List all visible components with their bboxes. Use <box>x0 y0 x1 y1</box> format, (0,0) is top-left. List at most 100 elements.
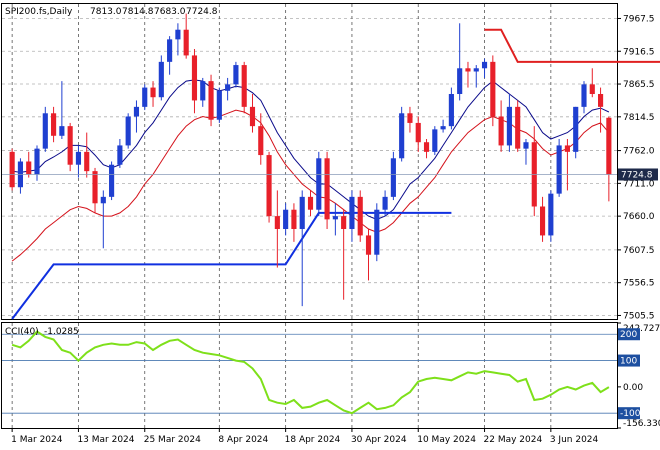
cci-axis: 242.7276200 100 0.00 -100-156.3304 <box>617 322 660 429</box>
candle-down <box>597 94 604 107</box>
price-tick-label: 7762.0 <box>623 147 655 157</box>
candle-up <box>59 126 65 136</box>
candle-up <box>374 209 380 255</box>
candle-down <box>365 235 372 255</box>
candle-down <box>241 65 247 107</box>
resistance-stop-line <box>484 28 660 63</box>
candle-up <box>506 106 512 146</box>
last-price-badge <box>618 168 658 181</box>
candle-down <box>515 106 521 149</box>
candle-down <box>341 216 347 229</box>
candle-up <box>316 158 322 210</box>
cci-tick-label: -156.3304 <box>623 419 660 429</box>
chart-high: 7814.8 <box>122 7 154 17</box>
price-tick-label: 7865.5 <box>623 80 655 90</box>
candle-up <box>473 68 479 72</box>
candle-up <box>581 84 587 107</box>
candle-up <box>200 81 206 101</box>
candle-down <box>539 206 546 236</box>
candle-down <box>589 84 595 94</box>
cci-value: -1.0285 <box>44 327 79 337</box>
candle-up <box>349 196 355 229</box>
candle-down <box>249 106 256 127</box>
candle-up <box>233 65 239 85</box>
candle-down <box>291 209 297 229</box>
candle-up <box>225 84 231 91</box>
candle-down <box>324 158 330 220</box>
cci-pane-frame <box>1 322 618 429</box>
candle-down <box>191 55 198 101</box>
cci-level-label: 200 <box>620 330 637 340</box>
cci-tick-label: 0.00 <box>623 383 643 393</box>
date-label: 10 May 2024 <box>417 435 476 445</box>
candle-up <box>167 39 173 62</box>
cci-indicator <box>2 330 617 415</box>
price-axis: 7967.5 7916.5 7865.5 7814.5 7762.0 7711.0 7660… <box>2 14 658 321</box>
candle-up <box>390 158 396 197</box>
candle-down <box>92 171 98 204</box>
candle-down <box>258 126 264 156</box>
support-stop-line <box>11 211 452 320</box>
candle-up <box>556 145 562 194</box>
candle-down <box>274 216 280 229</box>
candle-up <box>573 106 579 152</box>
candle-down <box>9 151 15 188</box>
price-tick-label: 7967.5 <box>623 14 655 24</box>
date-label: 8 Apr 2024 <box>218 435 268 445</box>
candle-down <box>407 113 413 123</box>
price-tick-label: 7660.0 <box>623 212 655 222</box>
cci-level-badge <box>618 354 640 367</box>
candle-down <box>606 117 612 175</box>
candle-up <box>158 61 164 98</box>
candle-down <box>150 87 156 98</box>
chart-low: 7683.0 <box>154 7 186 17</box>
candle-up <box>432 129 438 152</box>
candle-up <box>382 196 388 210</box>
candle-up <box>100 196 106 204</box>
candle-down <box>266 155 272 217</box>
date-axis: 1 Mar 2024 13 Mar 2024 25 Mar 2024 8 Apr 20… <box>11 428 599 445</box>
candle-up <box>75 151 82 165</box>
date-label: 3 Jun 2024 <box>550 435 599 445</box>
candle-up <box>457 68 463 94</box>
candle-up <box>523 142 529 149</box>
candle-up <box>42 113 48 149</box>
candle-up <box>142 87 148 107</box>
date-label: 1 Mar 2024 <box>11 435 63 445</box>
date-label: 13 Mar 2024 <box>77 435 134 445</box>
candle-up <box>481 61 488 69</box>
candle-down <box>490 61 496 117</box>
candle-up <box>399 113 405 159</box>
cci-name: CCI(40) <box>5 327 39 337</box>
candle-down <box>498 116 504 146</box>
chart-open: 7813.0 <box>90 7 122 17</box>
chart-symbol: SPI200.fs,Daily <box>5 7 73 17</box>
candle-up <box>109 164 115 197</box>
date-label: 22 May 2024 <box>484 435 543 445</box>
candle-down <box>465 68 471 72</box>
candle-down <box>84 151 90 172</box>
date-label: 30 Apr 2024 <box>351 435 407 445</box>
candle-up <box>440 126 446 130</box>
candle-up <box>299 196 305 229</box>
chart-close: 7724.8 <box>186 7 218 17</box>
candle-up <box>448 94 454 127</box>
candle-down <box>51 113 57 136</box>
price-tick-label: 7711.0 <box>623 179 655 189</box>
candle-up <box>548 193 554 236</box>
candle-down <box>67 126 73 165</box>
candle-down <box>423 142 430 152</box>
price-tick-label: 7556.5 <box>623 279 655 289</box>
cci-level-badge <box>618 328 640 341</box>
candle-up <box>332 216 338 220</box>
candle-up <box>125 116 131 146</box>
cci-tick-label: 242.7276 <box>623 324 660 334</box>
cci-level-badge <box>618 407 640 420</box>
candle-up <box>216 90 222 120</box>
price-tick-label: 7607.5 <box>623 246 655 256</box>
date-label: 18 Apr 2024 <box>285 435 341 445</box>
candle-up <box>133 106 140 117</box>
candle-down <box>183 29 189 56</box>
stop-lines <box>11 28 660 320</box>
